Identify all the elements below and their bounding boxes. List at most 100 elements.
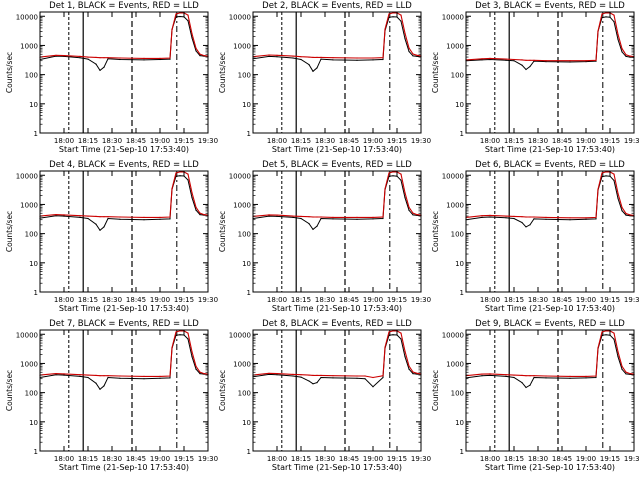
data-point-events xyxy=(408,368,410,370)
data-point-lld xyxy=(187,14,189,16)
data-point-events xyxy=(392,16,394,18)
data-point-lld xyxy=(597,30,599,32)
data-point-lld xyxy=(629,55,631,57)
data-point-events xyxy=(63,215,65,217)
y-tick-label: 10000 xyxy=(442,331,464,339)
series-line-events xyxy=(253,334,421,388)
x-axis-label: Start Time (21-Sep-10 17:53:40) xyxy=(59,463,189,472)
x-tick-label: 18:15 xyxy=(291,296,311,304)
data-point-lld xyxy=(595,375,597,377)
data-point-events xyxy=(489,216,491,218)
data-point-events xyxy=(79,216,81,218)
data-point-events xyxy=(159,218,161,220)
x-tick-label: 18:00 xyxy=(267,296,287,304)
data-point-events xyxy=(332,218,334,220)
x-tick-label: 19:00 xyxy=(576,296,596,304)
x-tick-label: 19:30 xyxy=(411,137,431,145)
data-point-lld xyxy=(95,215,97,217)
data-point-events xyxy=(103,226,105,228)
data-point-lld xyxy=(199,212,201,214)
data-point-lld xyxy=(521,59,523,61)
x-tick-label: 18:00 xyxy=(480,455,500,463)
data-point-events xyxy=(364,378,366,380)
x-tick-label: 18:00 xyxy=(267,137,287,145)
data-point-lld xyxy=(529,375,531,377)
x-tick-label: 19:15 xyxy=(174,296,194,304)
data-point-events xyxy=(372,386,374,388)
data-point-lld xyxy=(203,55,205,57)
data-point-events xyxy=(569,61,571,63)
data-point-lld xyxy=(412,212,414,214)
data-point-lld xyxy=(416,214,418,216)
y-tick-label: 10000 xyxy=(442,172,464,180)
panel-det-5: Det 5, BLACK = Events, RED = LLD 1 10 100 10… xyxy=(218,160,431,313)
data-point-events xyxy=(191,197,193,199)
data-point-lld xyxy=(605,330,607,332)
series-line-lld xyxy=(466,330,634,377)
data-point-events xyxy=(525,226,527,228)
data-point-events xyxy=(87,217,89,220)
data-point-events xyxy=(412,214,414,216)
series-line-events xyxy=(40,334,208,391)
data-point-lld xyxy=(513,374,515,376)
data-point-events xyxy=(489,374,491,376)
data-point-lld xyxy=(617,192,619,194)
panel-det-9: Det 9, BLACK = Events, RED = LLD 1 10 100 10… xyxy=(431,319,640,472)
series-line-events xyxy=(466,16,634,71)
data-point-lld xyxy=(99,375,101,377)
data-point-lld xyxy=(597,188,599,190)
y-tick-label: 10 xyxy=(29,101,38,109)
data-point-events xyxy=(585,377,587,379)
data-point-lld xyxy=(416,54,418,56)
data-point-lld xyxy=(400,332,402,334)
data-point-lld xyxy=(191,192,193,194)
data-point-lld xyxy=(382,57,384,59)
data-point-events xyxy=(169,58,171,60)
data-point-events xyxy=(521,64,523,66)
data-point-events xyxy=(521,221,523,224)
data-point-lld xyxy=(143,216,145,218)
data-point-events xyxy=(408,50,410,53)
data-point-lld xyxy=(625,371,627,373)
y-axis-label: Counts/sec xyxy=(5,370,14,411)
plot-frame xyxy=(39,11,209,134)
data-point-events xyxy=(621,51,623,53)
data-point-lld xyxy=(191,351,193,353)
panel-title: Det 6, BLACK = Events, RED = LLD xyxy=(475,160,625,170)
data-point-lld xyxy=(613,173,615,175)
data-point-events xyxy=(95,382,97,384)
data-point-events xyxy=(613,21,615,23)
data-point-lld xyxy=(119,216,121,218)
data-point-events xyxy=(617,197,619,200)
y-tick-label: 10 xyxy=(29,419,38,427)
data-point-events xyxy=(392,175,394,177)
y-axis-label: Counts/sec xyxy=(218,370,227,411)
data-point-events xyxy=(404,38,406,40)
y-tick-label: 10 xyxy=(29,260,38,268)
data-point-lld xyxy=(332,57,334,59)
data-point-events xyxy=(292,57,294,59)
data-point-events xyxy=(292,375,294,377)
x-tick-label: 18:45 xyxy=(126,137,146,145)
data-point-lld xyxy=(372,216,374,218)
x-tick-label: 18:15 xyxy=(504,455,524,463)
data-point-events xyxy=(625,55,627,58)
data-point-lld xyxy=(268,214,270,216)
x-tick-label: 18:15 xyxy=(291,137,311,145)
x-tick-label: 18:00 xyxy=(480,137,500,145)
y-tick-label: 100 xyxy=(25,390,38,398)
data-point-events xyxy=(525,68,527,71)
data-point-events xyxy=(404,356,406,358)
data-point-lld xyxy=(601,172,603,174)
data-point-lld xyxy=(55,54,57,56)
data-point-lld xyxy=(103,57,105,59)
data-point-events xyxy=(107,376,109,379)
panel-title: Det 8, BLACK = Events, RED = LLD xyxy=(262,319,412,329)
data-point-lld xyxy=(400,173,402,175)
data-point-lld xyxy=(388,331,390,333)
data-point-events xyxy=(55,215,57,217)
data-point-lld xyxy=(505,215,507,217)
data-point-lld xyxy=(392,171,394,173)
data-point-lld xyxy=(87,374,89,376)
data-point-events xyxy=(613,179,615,182)
